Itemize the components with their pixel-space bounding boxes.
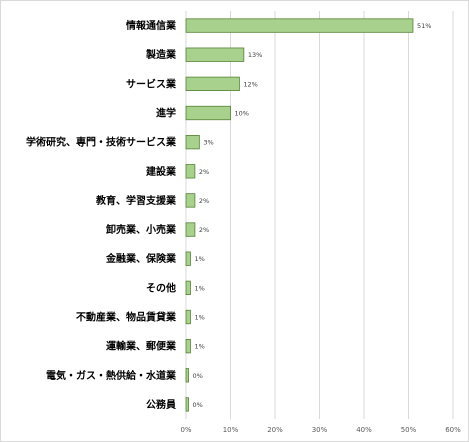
category-label: 運輸業、郵便業 bbox=[106, 340, 177, 353]
bar bbox=[185, 338, 191, 354]
bar bbox=[185, 134, 200, 150]
category-label: その他 bbox=[146, 281, 176, 294]
bar bbox=[185, 193, 196, 208]
bar bbox=[185, 309, 191, 325]
x-tick-label: 50% bbox=[401, 426, 417, 434]
category-label: 学術研究、専門・技術サービス業 bbox=[26, 136, 177, 149]
category-label: 不動産業、物品賃貸業 bbox=[76, 311, 177, 324]
data-label: 1% bbox=[194, 314, 204, 322]
bars bbox=[185, 18, 414, 412]
gridlines bbox=[185, 11, 454, 419]
x-tick-label: 40% bbox=[356, 426, 372, 434]
data-label: 10% bbox=[235, 110, 249, 118]
category-label: 情報通信業 bbox=[126, 19, 177, 32]
category-label: 卸売業、小売業 bbox=[106, 223, 177, 236]
bar bbox=[185, 105, 231, 121]
bar bbox=[185, 368, 189, 383]
bar bbox=[185, 280, 191, 296]
category-label: 教育、学習支援業 bbox=[95, 194, 177, 207]
data-label: 2% bbox=[199, 168, 209, 176]
x-tick-label: 60% bbox=[445, 426, 461, 434]
data-label: 2% bbox=[199, 197, 209, 205]
data-label: 0% bbox=[193, 401, 203, 409]
category-label: 製造業 bbox=[145, 48, 177, 61]
data-label: 2% bbox=[199, 226, 209, 234]
x-tick-label: 30% bbox=[312, 426, 328, 434]
data-label: 12% bbox=[243, 80, 257, 88]
category-label: 電気・ガス・熱供給・水道業 bbox=[46, 369, 177, 382]
bar bbox=[185, 222, 196, 237]
labels: 0% 10% 20% 30% 40% 50% 60% 情報通信業 51% 製造業 13% サービス業 1… bbox=[26, 19, 461, 434]
category-label: 公務員 bbox=[146, 398, 176, 411]
category-label: 金融業、保険業 bbox=[105, 252, 177, 265]
x-tick-label: 10% bbox=[223, 426, 239, 434]
category-label: 建設業 bbox=[145, 165, 177, 178]
bar bbox=[185, 397, 189, 412]
bar bbox=[185, 47, 245, 62]
data-label: 3% bbox=[203, 139, 213, 147]
category-label: サービス業 bbox=[126, 77, 177, 90]
category-label: 進学 bbox=[156, 107, 176, 120]
bar bbox=[185, 18, 414, 33]
x-tick-label: 20% bbox=[267, 426, 283, 434]
bar bbox=[185, 164, 196, 179]
bar bbox=[185, 251, 191, 266]
data-label: 1% bbox=[194, 284, 204, 292]
data-label: 0% bbox=[193, 372, 203, 380]
data-label: 51% bbox=[417, 22, 431, 30]
x-tick-label: 0% bbox=[180, 426, 191, 434]
data-label: 1% bbox=[194, 343, 204, 351]
data-label: 1% bbox=[194, 255, 204, 263]
data-label: 13% bbox=[248, 51, 262, 59]
bar bbox=[185, 76, 240, 92]
